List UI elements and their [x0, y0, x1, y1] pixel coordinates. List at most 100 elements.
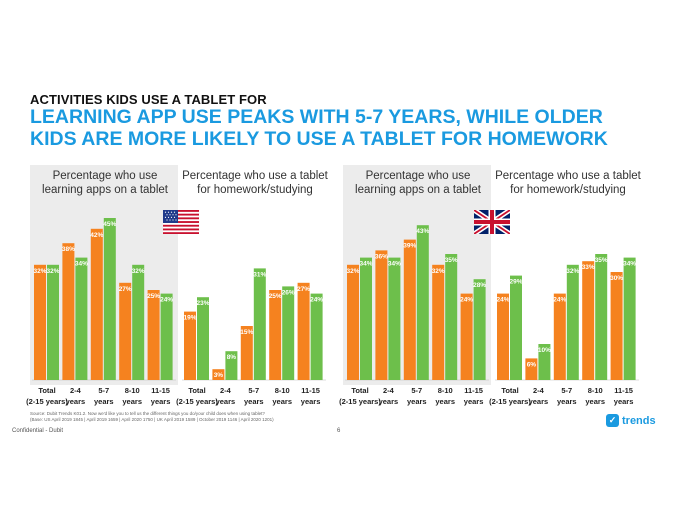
data-label: 31%: [253, 271, 266, 278]
category-label: years: [614, 397, 634, 406]
bar-green-4: [160, 293, 173, 380]
data-label: 32%: [46, 268, 59, 275]
data-label: 36%: [375, 253, 388, 260]
bar-orange-1: [375, 250, 388, 380]
bar-orange-3: [432, 264, 445, 380]
category-label: 5-7: [561, 386, 572, 395]
data-label: 32%: [346, 268, 359, 275]
bar-orange-0: [34, 264, 46, 380]
data-label: 19%: [183, 315, 196, 322]
bar-orange-1: [525, 358, 538, 380]
category-label: 2-4: [70, 386, 82, 395]
data-label: 32%: [33, 268, 46, 275]
uk-flag-icon: [474, 210, 510, 234]
headline-line-2: KIDS ARE MORE LIKELY TO USE A TABLET FOR…: [30, 128, 608, 150]
data-label: 10%: [538, 347, 551, 354]
bar-orange-4: [297, 282, 310, 380]
data-label: 8%: [227, 354, 237, 361]
category-label: years: [66, 397, 86, 406]
data-label: 34%: [359, 261, 372, 268]
data-label: 34%: [75, 261, 88, 268]
category-label: 5-7: [411, 386, 422, 395]
bar-orange-2: [90, 228, 103, 380]
bar-orange-0: [497, 293, 509, 380]
data-label: 24%: [496, 297, 509, 304]
source-line-1: Source: Dubit Trends K01.2. Now we'd lik…: [30, 411, 265, 416]
category-label: years: [151, 397, 171, 406]
category-label: 8-10: [588, 386, 603, 395]
data-label: 32%: [132, 268, 145, 275]
data-label: 24%: [160, 297, 173, 304]
category-label: Total: [501, 386, 518, 395]
bar-orange-1: [212, 369, 225, 380]
bar-orange-3: [582, 261, 595, 380]
category-label: 11-15: [614, 386, 633, 395]
data-label: 35%: [445, 257, 458, 264]
category-label: (2-15 years): [339, 397, 381, 406]
data-label: 27%: [297, 286, 310, 293]
category-label: years: [585, 397, 605, 406]
panel-title-uk-homework: Percentage who use a tablet for homework…: [495, 170, 641, 196]
category-label: Total: [188, 386, 205, 395]
category-label: Total: [38, 386, 55, 395]
bar-green-4: [623, 257, 636, 380]
headline-line-1: LEARNING APP USE PEAKS WITH 5-7 YEARS, W…: [30, 106, 603, 128]
data-label: 24%: [310, 297, 323, 304]
page-number: 6: [337, 428, 341, 434]
data-label: 33%: [582, 264, 595, 271]
bar-green-2: [253, 268, 266, 380]
category-label: years: [435, 397, 455, 406]
panel-title-uk-learning: Percentage who use learning apps on a ta…: [355, 170, 481, 196]
data-label: 42%: [90, 232, 103, 239]
confidential-label: Confidential - Dubit: [12, 428, 64, 434]
source-line-2: (Base: US April 2019 1845 | April 2019 1…: [30, 417, 274, 422]
data-label: 25%: [269, 293, 282, 300]
category-label: 11-15: [464, 386, 483, 395]
bar-green-0: [47, 264, 59, 380]
source-note: Source: Dubit Trends K01.2. Now we'd lik…: [30, 411, 274, 423]
category-label: years: [407, 397, 427, 406]
data-label: 30%: [610, 275, 623, 282]
data-label: 23%: [196, 300, 209, 307]
bar-green-4: [473, 279, 486, 380]
bar-orange-1: [62, 243, 75, 380]
category-label: 8-10: [438, 386, 453, 395]
category-label: years: [464, 397, 484, 406]
category-label: years: [301, 397, 321, 406]
bar-green-1: [388, 257, 401, 380]
data-label: 28%: [473, 282, 486, 289]
panel-title-us-homework: Percentage who use a tablet for homework…: [182, 170, 328, 196]
bar-green-0: [197, 297, 209, 380]
bar-orange-2: [403, 239, 416, 380]
bar-green-4: [310, 293, 323, 380]
bar-green-1: [538, 344, 551, 380]
category-label: years: [216, 397, 236, 406]
bar-orange-4: [610, 272, 623, 380]
category-label: 2-4: [383, 386, 395, 395]
bar-green-2: [416, 225, 429, 380]
data-label: 32%: [566, 268, 579, 275]
data-label: 43%: [416, 228, 429, 235]
category-label: years: [379, 397, 399, 406]
data-label: 24%: [553, 297, 566, 304]
category-label: 11-15: [301, 386, 320, 395]
data-label: 3%: [214, 372, 224, 379]
category-label: years: [529, 397, 549, 406]
category-label: years: [244, 397, 264, 406]
category-label: 5-7: [98, 386, 109, 395]
bar-green-1: [225, 351, 238, 380]
bar-green-3: [445, 254, 458, 380]
bar-orange-3: [119, 282, 132, 380]
trends-logo-icon: ✓: [606, 414, 619, 427]
data-label: 32%: [432, 268, 445, 275]
category-label: 8-10: [275, 386, 290, 395]
trends-logo-text: trends: [622, 414, 656, 427]
category-label: 2-4: [220, 386, 232, 395]
data-label: 34%: [388, 261, 401, 268]
data-label: 24%: [460, 297, 473, 304]
headline: LEARNING APP USE PEAKS WITH 5-7 YEARS, W…: [30, 106, 670, 150]
